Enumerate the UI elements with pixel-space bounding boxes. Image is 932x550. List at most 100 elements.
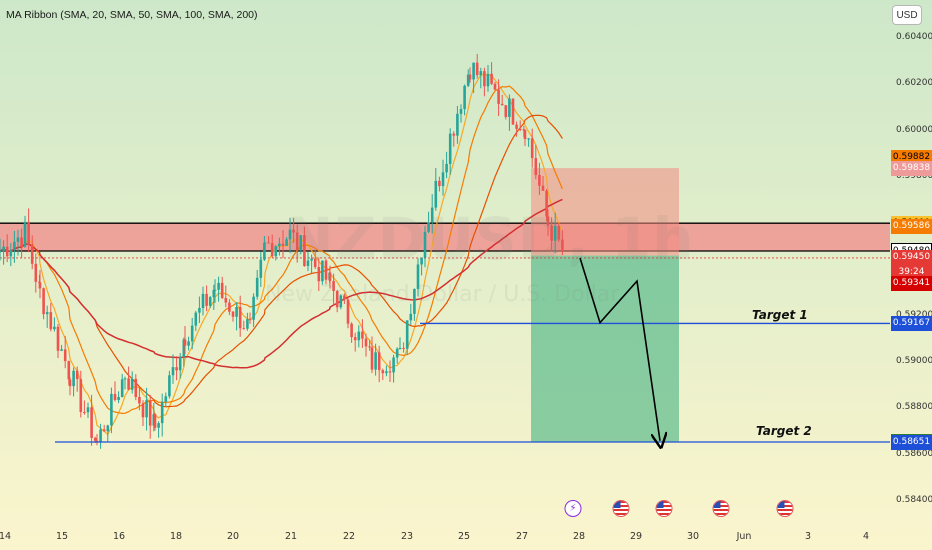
candle <box>79 379 83 412</box>
candle <box>534 158 538 176</box>
candle <box>0 251 2 253</box>
candle <box>557 226 561 240</box>
us-flag-icon[interactable] <box>612 500 630 517</box>
candle <box>553 226 557 241</box>
candle <box>263 242 267 244</box>
candle <box>370 347 374 370</box>
flag-graphic <box>713 501 729 516</box>
ma-line-200 <box>0 198 563 369</box>
candle <box>281 243 285 246</box>
candle <box>398 347 402 349</box>
candle <box>523 130 527 140</box>
candle <box>130 378 134 390</box>
candle <box>402 347 405 349</box>
candle <box>364 338 368 347</box>
candle <box>395 348 399 358</box>
candle <box>212 289 216 298</box>
candle <box>377 352 381 371</box>
price-tag: 0.59838 <box>891 160 932 176</box>
candle <box>56 326 60 351</box>
candle <box>72 370 75 387</box>
candle <box>178 356 182 371</box>
target-2-label: Target 2 <box>756 424 812 438</box>
candle <box>30 244 34 264</box>
candle <box>67 361 71 380</box>
candle <box>138 396 141 404</box>
candle <box>141 403 145 418</box>
candle <box>238 306 242 329</box>
price-tick: 0.60400 <box>896 32 932 42</box>
candle <box>368 346 371 348</box>
candle <box>392 357 395 373</box>
candle <box>63 349 67 362</box>
candle <box>361 331 364 339</box>
lightning-icon[interactable]: ⚡ <box>564 500 582 517</box>
price-tick: 0.59000 <box>896 356 932 367</box>
candle <box>357 331 361 341</box>
candle <box>306 260 310 266</box>
candle <box>456 113 459 136</box>
candle <box>2 246 5 252</box>
candle <box>346 299 350 324</box>
us-flag-icon[interactable] <box>712 500 730 517</box>
candle <box>561 239 564 252</box>
candle <box>490 73 493 84</box>
currency-button[interactable]: USD <box>892 5 922 25</box>
indicator-legend[interactable]: MA Ribbon (SMA, 20, SMA, 50, SMA, 100, S… <box>6 9 258 21</box>
candle <box>332 280 335 291</box>
us-flag-icon[interactable] <box>655 500 673 517</box>
candle <box>468 74 472 80</box>
candle <box>438 180 441 187</box>
date-tick: 28 <box>572 531 586 542</box>
candle <box>113 393 117 400</box>
candle <box>427 222 430 232</box>
candle <box>448 133 452 164</box>
candle <box>231 311 235 317</box>
flag-graphic <box>656 501 672 516</box>
candle <box>381 370 385 374</box>
candle <box>321 260 324 282</box>
candle <box>550 225 553 241</box>
candle <box>252 296 255 320</box>
candle <box>110 393 113 426</box>
candle <box>313 258 317 268</box>
candle <box>164 396 168 402</box>
candle <box>541 185 545 191</box>
price-tag: 0.59450 <box>891 250 932 266</box>
resistance-zone <box>0 223 890 251</box>
date-tick: 15 <box>55 531 69 542</box>
candle <box>409 313 413 321</box>
date-tick: 16 <box>112 531 126 542</box>
us-flag-icon[interactable] <box>776 500 794 517</box>
candle <box>508 98 511 117</box>
date-tick: 4 <box>862 531 870 542</box>
candle <box>208 297 212 306</box>
candle <box>148 400 152 426</box>
candle <box>350 323 353 338</box>
candle <box>545 190 548 217</box>
date-tick: 25 <box>457 531 471 542</box>
candle <box>160 401 164 424</box>
date-tick: 20 <box>226 531 240 542</box>
candle <box>263 242 266 260</box>
candle <box>27 221 30 245</box>
candle <box>466 74 470 86</box>
candle <box>288 229 292 240</box>
candle <box>20 237 23 247</box>
target-1-label: Target 1 <box>752 308 808 322</box>
candle <box>493 83 497 90</box>
candle <box>310 258 313 261</box>
candle <box>278 243 281 247</box>
candle <box>9 250 13 257</box>
candle <box>187 341 190 346</box>
candle <box>483 71 486 87</box>
candle <box>515 124 518 129</box>
candle <box>134 378 138 397</box>
ma-line-20 <box>0 74 563 436</box>
flag-graphic <box>613 501 629 516</box>
candle <box>527 138 530 140</box>
candle <box>292 229 295 233</box>
candle <box>228 302 231 312</box>
